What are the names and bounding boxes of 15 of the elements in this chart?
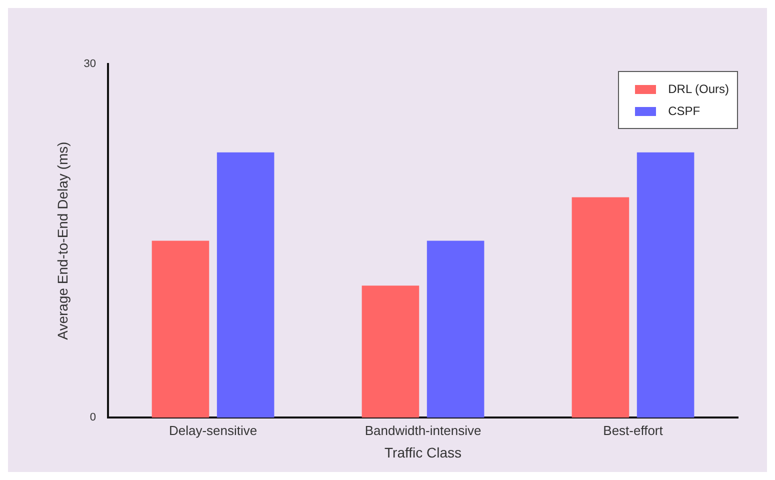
- legend-label: DRL (Ours): [668, 82, 729, 96]
- x-tick-label: Delay-sensitive: [168, 422, 258, 438]
- y-axis-title: Average End-to-End Delay (ms): [54, 142, 70, 340]
- x-tick-label: Bandwidth-intensive: [364, 422, 482, 438]
- x-tick-label: Best-effort: [603, 422, 664, 438]
- bar: [362, 286, 420, 418]
- bar: [152, 240, 210, 418]
- legend-label: CSPF: [668, 104, 700, 118]
- bar: [426, 240, 484, 418]
- bar: [636, 152, 694, 418]
- x-axis-title: Traffic Class: [384, 444, 462, 460]
- y-tick-label: 30: [84, 58, 96, 70]
- bar: [216, 152, 274, 418]
- y-tick-label: 0: [90, 412, 96, 424]
- bar: [572, 197, 630, 418]
